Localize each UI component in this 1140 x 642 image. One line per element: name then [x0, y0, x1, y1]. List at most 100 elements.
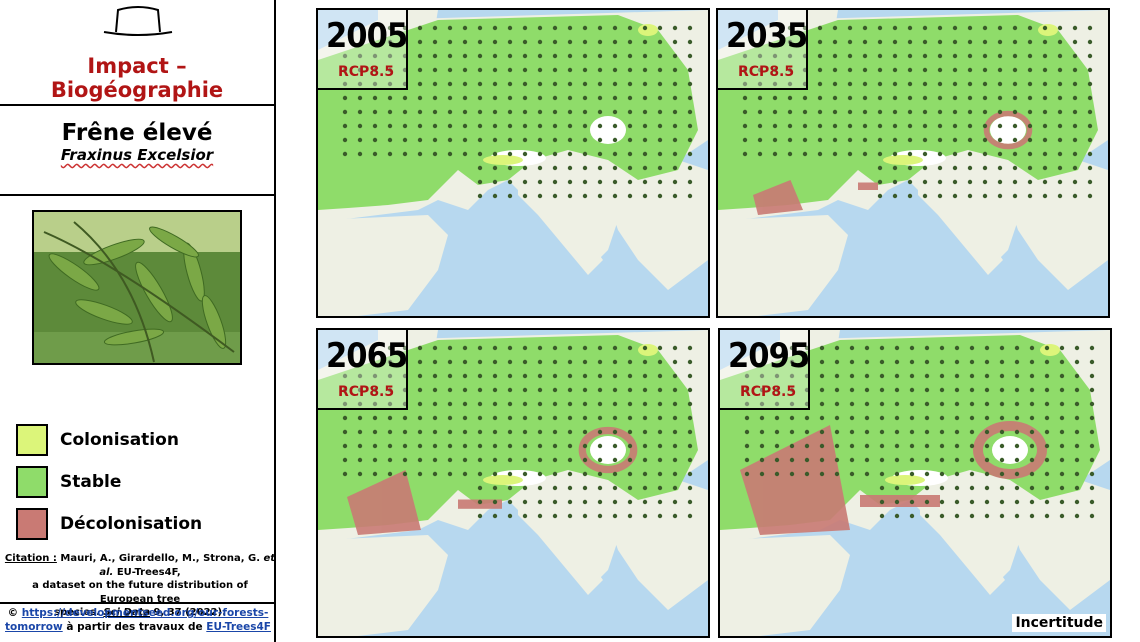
tree-marker [372, 67, 378, 73]
tree-marker [937, 25, 943, 31]
tree-marker [1089, 513, 1095, 519]
tree-marker [687, 513, 693, 519]
tree-marker [537, 165, 543, 171]
tree-marker [402, 95, 408, 101]
tree-marker [832, 95, 838, 101]
tree-marker [627, 137, 633, 143]
tree-marker [1059, 345, 1065, 351]
tree-marker [597, 53, 603, 59]
tree-marker [1074, 387, 1080, 393]
tree-marker [582, 25, 588, 31]
tree-marker [817, 151, 823, 157]
tree-marker [759, 443, 765, 449]
tree-marker [582, 179, 588, 185]
tree-marker [657, 193, 663, 199]
tree-marker [507, 513, 513, 519]
tree-marker [432, 415, 438, 421]
tree-marker [969, 429, 975, 435]
tree-marker [582, 373, 588, 379]
tree-marker [537, 471, 543, 477]
tree-marker [1074, 471, 1080, 477]
tree-marker [477, 401, 483, 407]
citation-volume: 9, 37 (2022). [153, 607, 226, 618]
tree-marker [627, 485, 633, 491]
tree-marker [687, 387, 693, 393]
tree-marker [507, 443, 513, 449]
tree-marker [612, 137, 618, 143]
tree-marker [582, 81, 588, 87]
tree-marker [597, 429, 603, 435]
tree-marker [342, 53, 348, 59]
tree-marker [552, 123, 558, 129]
tree-marker [1029, 471, 1035, 477]
tree-marker [1089, 387, 1095, 393]
tree-marker [522, 387, 528, 393]
tree-marker [1012, 67, 1018, 73]
tree-marker [1029, 457, 1035, 463]
tree-marker [879, 513, 885, 519]
tree-marker [492, 443, 498, 449]
tree-marker [817, 53, 823, 59]
tree-marker [1014, 387, 1020, 393]
legend-label-stable: Stable [60, 472, 122, 492]
tree-marker [849, 373, 855, 379]
decolonisation-west [740, 425, 850, 535]
credit: © https://developmentseed.org/our-forest… [0, 602, 276, 634]
credit-link-2[interactable]: tomorrow [5, 621, 63, 634]
map-2035: 2035 RCP8.5 [716, 8, 1110, 318]
tree-marker [894, 387, 900, 393]
tree-marker [864, 415, 870, 421]
tree-marker [1087, 53, 1093, 59]
tree-marker [862, 123, 868, 129]
tree-marker [432, 39, 438, 45]
tree-marker [1087, 123, 1093, 129]
tree-marker [834, 359, 840, 365]
tree-marker [1074, 401, 1080, 407]
tree-marker [817, 123, 823, 129]
land-italy [920, 480, 1005, 595]
tree-marker [357, 373, 363, 379]
tree-marker [907, 53, 913, 59]
tree-marker [372, 457, 378, 463]
tree-marker [847, 25, 853, 31]
tree-marker [1029, 387, 1035, 393]
tree-marker [357, 387, 363, 393]
tree-marker [387, 373, 393, 379]
tree-marker [462, 443, 468, 449]
tree-marker [552, 345, 558, 351]
tree-marker [1044, 443, 1050, 449]
tree-marker [582, 109, 588, 115]
tree-marker [552, 373, 558, 379]
tree-marker [612, 485, 618, 491]
tree-marker [1072, 123, 1078, 129]
tree-marker [612, 95, 618, 101]
tree-marker [849, 429, 855, 435]
tree-marker [342, 67, 348, 73]
tree-marker [909, 373, 915, 379]
credit-source-link[interactable]: EU-Trees4F [206, 621, 271, 634]
tree-marker [612, 151, 618, 157]
tree-marker [922, 137, 928, 143]
land-iberia [318, 215, 448, 316]
tree-marker [552, 401, 558, 407]
tree-marker [1057, 53, 1063, 59]
tree-marker [939, 443, 945, 449]
tree-marker [877, 39, 883, 45]
tree-marker [582, 401, 588, 407]
tree-marker [1029, 401, 1035, 407]
tree-marker [922, 179, 928, 185]
credit-link[interactable]: https://developmentseed.org/our-forests- [21, 607, 269, 619]
tree-marker [892, 165, 898, 171]
tree-marker [552, 151, 558, 157]
tree-marker [477, 25, 483, 31]
tree-marker [969, 499, 975, 505]
tree-marker [537, 39, 543, 45]
tree-marker [597, 25, 603, 31]
tree-marker [642, 193, 648, 199]
tree-marker [582, 165, 588, 171]
tree-marker [372, 415, 378, 421]
tree-marker [477, 81, 483, 87]
tree-marker [894, 429, 900, 435]
tree-marker [672, 53, 678, 59]
colonisation-north [638, 24, 658, 36]
